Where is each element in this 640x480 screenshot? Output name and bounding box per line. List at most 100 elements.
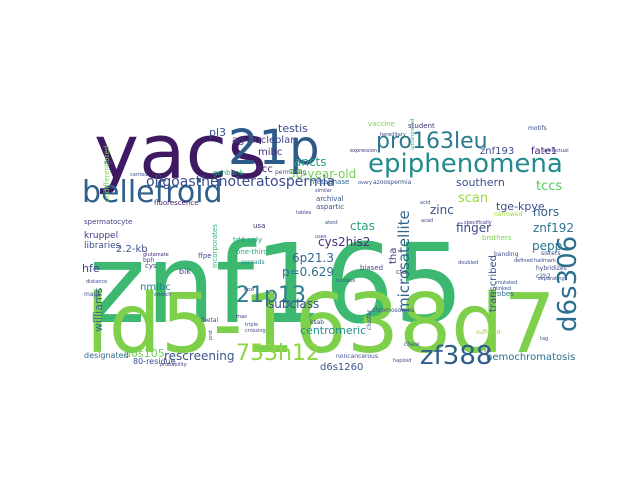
word-21p: 21p bbox=[228, 120, 320, 176]
word-uses: uses bbox=[315, 234, 327, 240]
word-azoospermia: azoospermia bbox=[373, 179, 412, 186]
word-ancts: ancts bbox=[294, 155, 327, 169]
word-sex: sex bbox=[104, 160, 113, 166]
word-testis: testis bbox=[278, 122, 308, 135]
word-motifs: motifs bbox=[528, 125, 547, 132]
word-artifactual: artifactual bbox=[543, 148, 569, 154]
word-finger: finger bbox=[456, 221, 491, 235]
word-d6s306: d6s306 bbox=[553, 236, 583, 332]
word-permitting: permitting bbox=[275, 169, 307, 176]
word-tccs: tccs bbox=[536, 179, 562, 194]
word-scan: scan bbox=[458, 191, 488, 206]
word-tables: tables bbox=[296, 210, 312, 216]
word-znf165: znf165 bbox=[88, 220, 464, 348]
word-similar: similar bbox=[315, 188, 333, 194]
word-nucleus: nucleus bbox=[336, 278, 356, 284]
word-tha: tha bbox=[388, 248, 399, 264]
word-specifically: specifically bbox=[464, 220, 492, 226]
word-genbank: genbank bbox=[213, 169, 244, 177]
word-probability: probability bbox=[160, 362, 187, 368]
word-williams: williams bbox=[92, 287, 105, 332]
word-znf193: znf193 bbox=[480, 146, 514, 157]
word-acad: acad bbox=[421, 218, 433, 224]
word-centromeric: centromeric bbox=[300, 324, 366, 337]
word-spreads: spreads bbox=[241, 259, 265, 266]
word-archival: archival bbox=[316, 195, 344, 203]
word-biased: biased bbox=[360, 264, 383, 272]
word-cys: cys bbox=[145, 262, 157, 270]
word-21p13: 21p13 bbox=[236, 283, 306, 308]
word-znf192: znf192 bbox=[533, 221, 574, 235]
word-fluorescence: fluorescence bbox=[154, 199, 199, 207]
word-libraries: libraries bbox=[84, 241, 121, 251]
word-mibc: mibc bbox=[258, 147, 282, 158]
word-tdd-only: tdd-only bbox=[233, 236, 262, 244]
word-c2h2: c2h2 bbox=[536, 273, 551, 280]
word-usa: usa bbox=[253, 222, 265, 230]
word-chew: chew bbox=[404, 341, 420, 348]
word-chromosomes: chromosomes bbox=[372, 307, 414, 314]
word-oligoasthenoteratospermia: oligoasthenoteratospermia bbox=[146, 174, 335, 190]
word-cta: cta bbox=[396, 268, 407, 276]
word-tcc: tcc bbox=[258, 164, 273, 175]
word-p-0-629: p=0.629 bbox=[282, 265, 334, 279]
word-designated: designated bbox=[84, 351, 129, 360]
word-crossing: crossing bbox=[245, 328, 266, 334]
word-bph: bph bbox=[143, 257, 155, 264]
word-foetal: foetal bbox=[201, 317, 219, 324]
word-pepp: pepp bbox=[532, 239, 562, 253]
word-banding: banding bbox=[494, 251, 519, 258]
word-nors: nors bbox=[533, 205, 559, 219]
word-metaphase: metaphase bbox=[310, 178, 349, 186]
word-yacs: yacs bbox=[94, 107, 267, 196]
word-sci: sci bbox=[484, 348, 491, 354]
word-cys2his2: cys2his2 bbox=[318, 235, 370, 249]
word-subclass: subclass bbox=[268, 297, 319, 311]
word-suffered: suffered bbox=[476, 329, 501, 336]
word-expression: expression bbox=[350, 148, 377, 154]
word-brothers: brothers bbox=[482, 234, 512, 242]
word-ksab: ksab bbox=[310, 319, 324, 326]
word-sisters: sisters bbox=[541, 250, 561, 257]
word-defined: defined bbox=[514, 258, 533, 264]
word-zinc: zinc bbox=[430, 203, 454, 217]
word-hereditary: hereditary bbox=[380, 132, 406, 138]
word-transcribed: transcribed bbox=[488, 255, 499, 312]
word-noxi: noxi bbox=[244, 287, 254, 293]
word-cluster: cluster bbox=[366, 309, 373, 330]
word-rescreening: rescreening bbox=[164, 349, 235, 363]
word-doubled: doubled bbox=[458, 260, 478, 266]
word-fate1: fate1 bbox=[531, 146, 557, 157]
word-aspartic: aspartic bbox=[316, 203, 344, 211]
word-stretch: stretch bbox=[154, 292, 171, 298]
word-atest: atest bbox=[325, 220, 338, 226]
word-pro163leu: pro163leu bbox=[376, 129, 488, 154]
word-ld5-1638d7: ld5-1638d7 bbox=[86, 277, 556, 372]
word-tag: tag bbox=[540, 336, 548, 342]
word-microsatellite: microsatellite bbox=[395, 210, 413, 312]
word-ovary: ovary bbox=[358, 180, 372, 186]
word-bik: bik bbox=[179, 267, 191, 276]
word-student: student bbox=[408, 122, 435, 130]
word-distance: distance bbox=[86, 279, 107, 285]
word-separating: separating bbox=[538, 276, 565, 282]
word-prot: prot bbox=[208, 330, 214, 340]
word-hemochromatosis: hemochromatosis bbox=[486, 352, 575, 363]
word-noncancerous: noncancerous bbox=[336, 353, 378, 360]
word-rnas: rnas bbox=[236, 314, 247, 320]
word-triple: triple bbox=[245, 322, 258, 328]
word-one-third: one-third bbox=[236, 248, 268, 256]
word-80-residue: 80-residue bbox=[133, 357, 176, 366]
word-carried: carried bbox=[130, 172, 147, 178]
word-linked: linked bbox=[496, 286, 511, 292]
word-2-2-kb: 2.2-kb bbox=[116, 244, 148, 255]
word-vaccine: vaccine bbox=[368, 120, 395, 128]
word-753h12: 753h12 bbox=[236, 341, 320, 366]
word-incorporates: incorporates bbox=[211, 224, 219, 268]
word-zf388: zf388 bbox=[420, 341, 492, 371]
word-undifferentiated: undifferentiated bbox=[103, 146, 111, 202]
word-spermatocyte: spermatocyte bbox=[84, 218, 132, 226]
word-southern: southern bbox=[456, 176, 505, 189]
